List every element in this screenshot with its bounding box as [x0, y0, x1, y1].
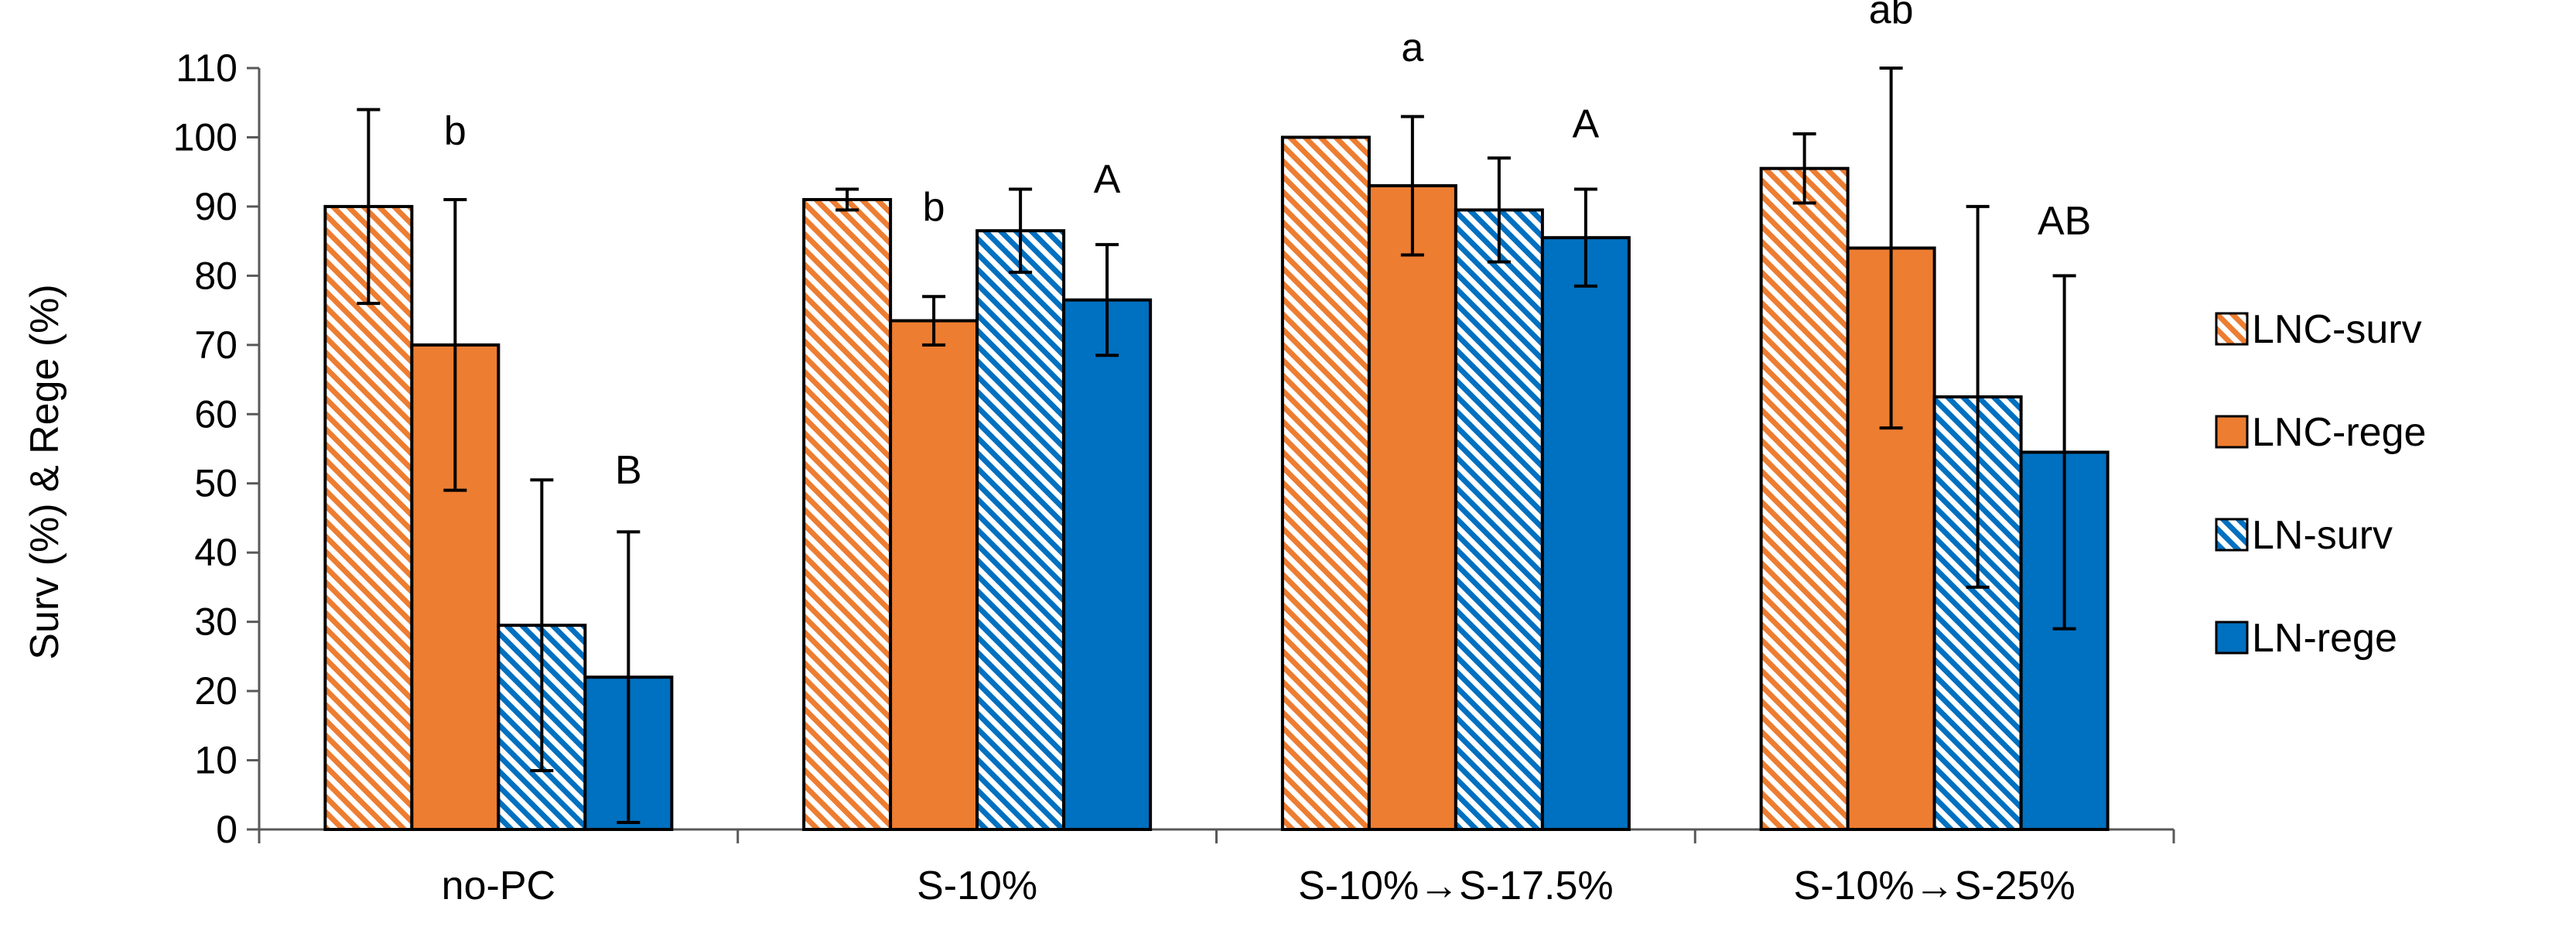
bar-LN-rege: [1540, 236, 1631, 831]
significance-label: b: [444, 109, 466, 154]
y-tick-label: 30: [194, 600, 237, 644]
bar-LN-surv: [1454, 208, 1544, 831]
category-label: S-10%→S-25%: [1794, 863, 2075, 908]
legend-swatch-LNC-rege: [2215, 415, 2249, 449]
significance-label: A: [1573, 102, 1600, 147]
y-tick-label: 70: [194, 323, 237, 367]
y-tick-label: 0: [216, 808, 237, 851]
bar-LNC-surv: [802, 197, 893, 831]
y-tick-label: 90: [194, 185, 237, 228]
legend-label: LN-rege: [2252, 616, 2397, 661]
category-label: S-10%: [917, 863, 1037, 908]
legend-swatch-LN-rege: [2215, 621, 2249, 655]
bar-LNC-rege: [889, 319, 979, 831]
legend: LNC-surv LNC-rege LN-surv LN-rege: [2215, 307, 2426, 661]
significance-label: B: [615, 448, 642, 493]
y-tick-label: 80: [194, 254, 237, 297]
y-tick-label: 110: [176, 46, 237, 90]
legend-label: LNC-rege: [2252, 410, 2426, 455]
significance-label: AB: [2038, 199, 2091, 244]
y-tick-label: 100: [173, 115, 237, 159]
bar-LNC-surv: [1280, 135, 1371, 832]
legend-swatch-LNC-surv: [2215, 312, 2249, 346]
legend-label: LN-surv: [2252, 513, 2393, 558]
bar-LNC-surv: [1759, 166, 1850, 831]
significance-label: a: [1401, 26, 1423, 70]
y-axis-title: Surv (%) & Rege (%): [22, 284, 67, 659]
y-tick-label: 20: [194, 669, 237, 713]
y-tick-label: 10: [194, 739, 237, 782]
bar-LN-rege: [1062, 298, 1153, 831]
legend-swatch-LN-surv: [2215, 518, 2249, 552]
significance-label: A: [1094, 157, 1121, 202]
y-tick-label: 50: [194, 462, 237, 505]
y-tick-label: 40: [194, 531, 237, 574]
significance-label: b: [923, 185, 945, 230]
y-tick-label: 60: [194, 392, 237, 436]
significance-label: ab: [1869, 0, 1914, 32]
category-label: no-PC: [442, 863, 555, 908]
category-label: S-10%→S-17.5%: [1298, 863, 1614, 908]
bar-LNC-rege: [1367, 184, 1457, 831]
legend-label: LNC-surv: [2252, 307, 2422, 352]
bar-LN-surv: [975, 229, 1066, 831]
